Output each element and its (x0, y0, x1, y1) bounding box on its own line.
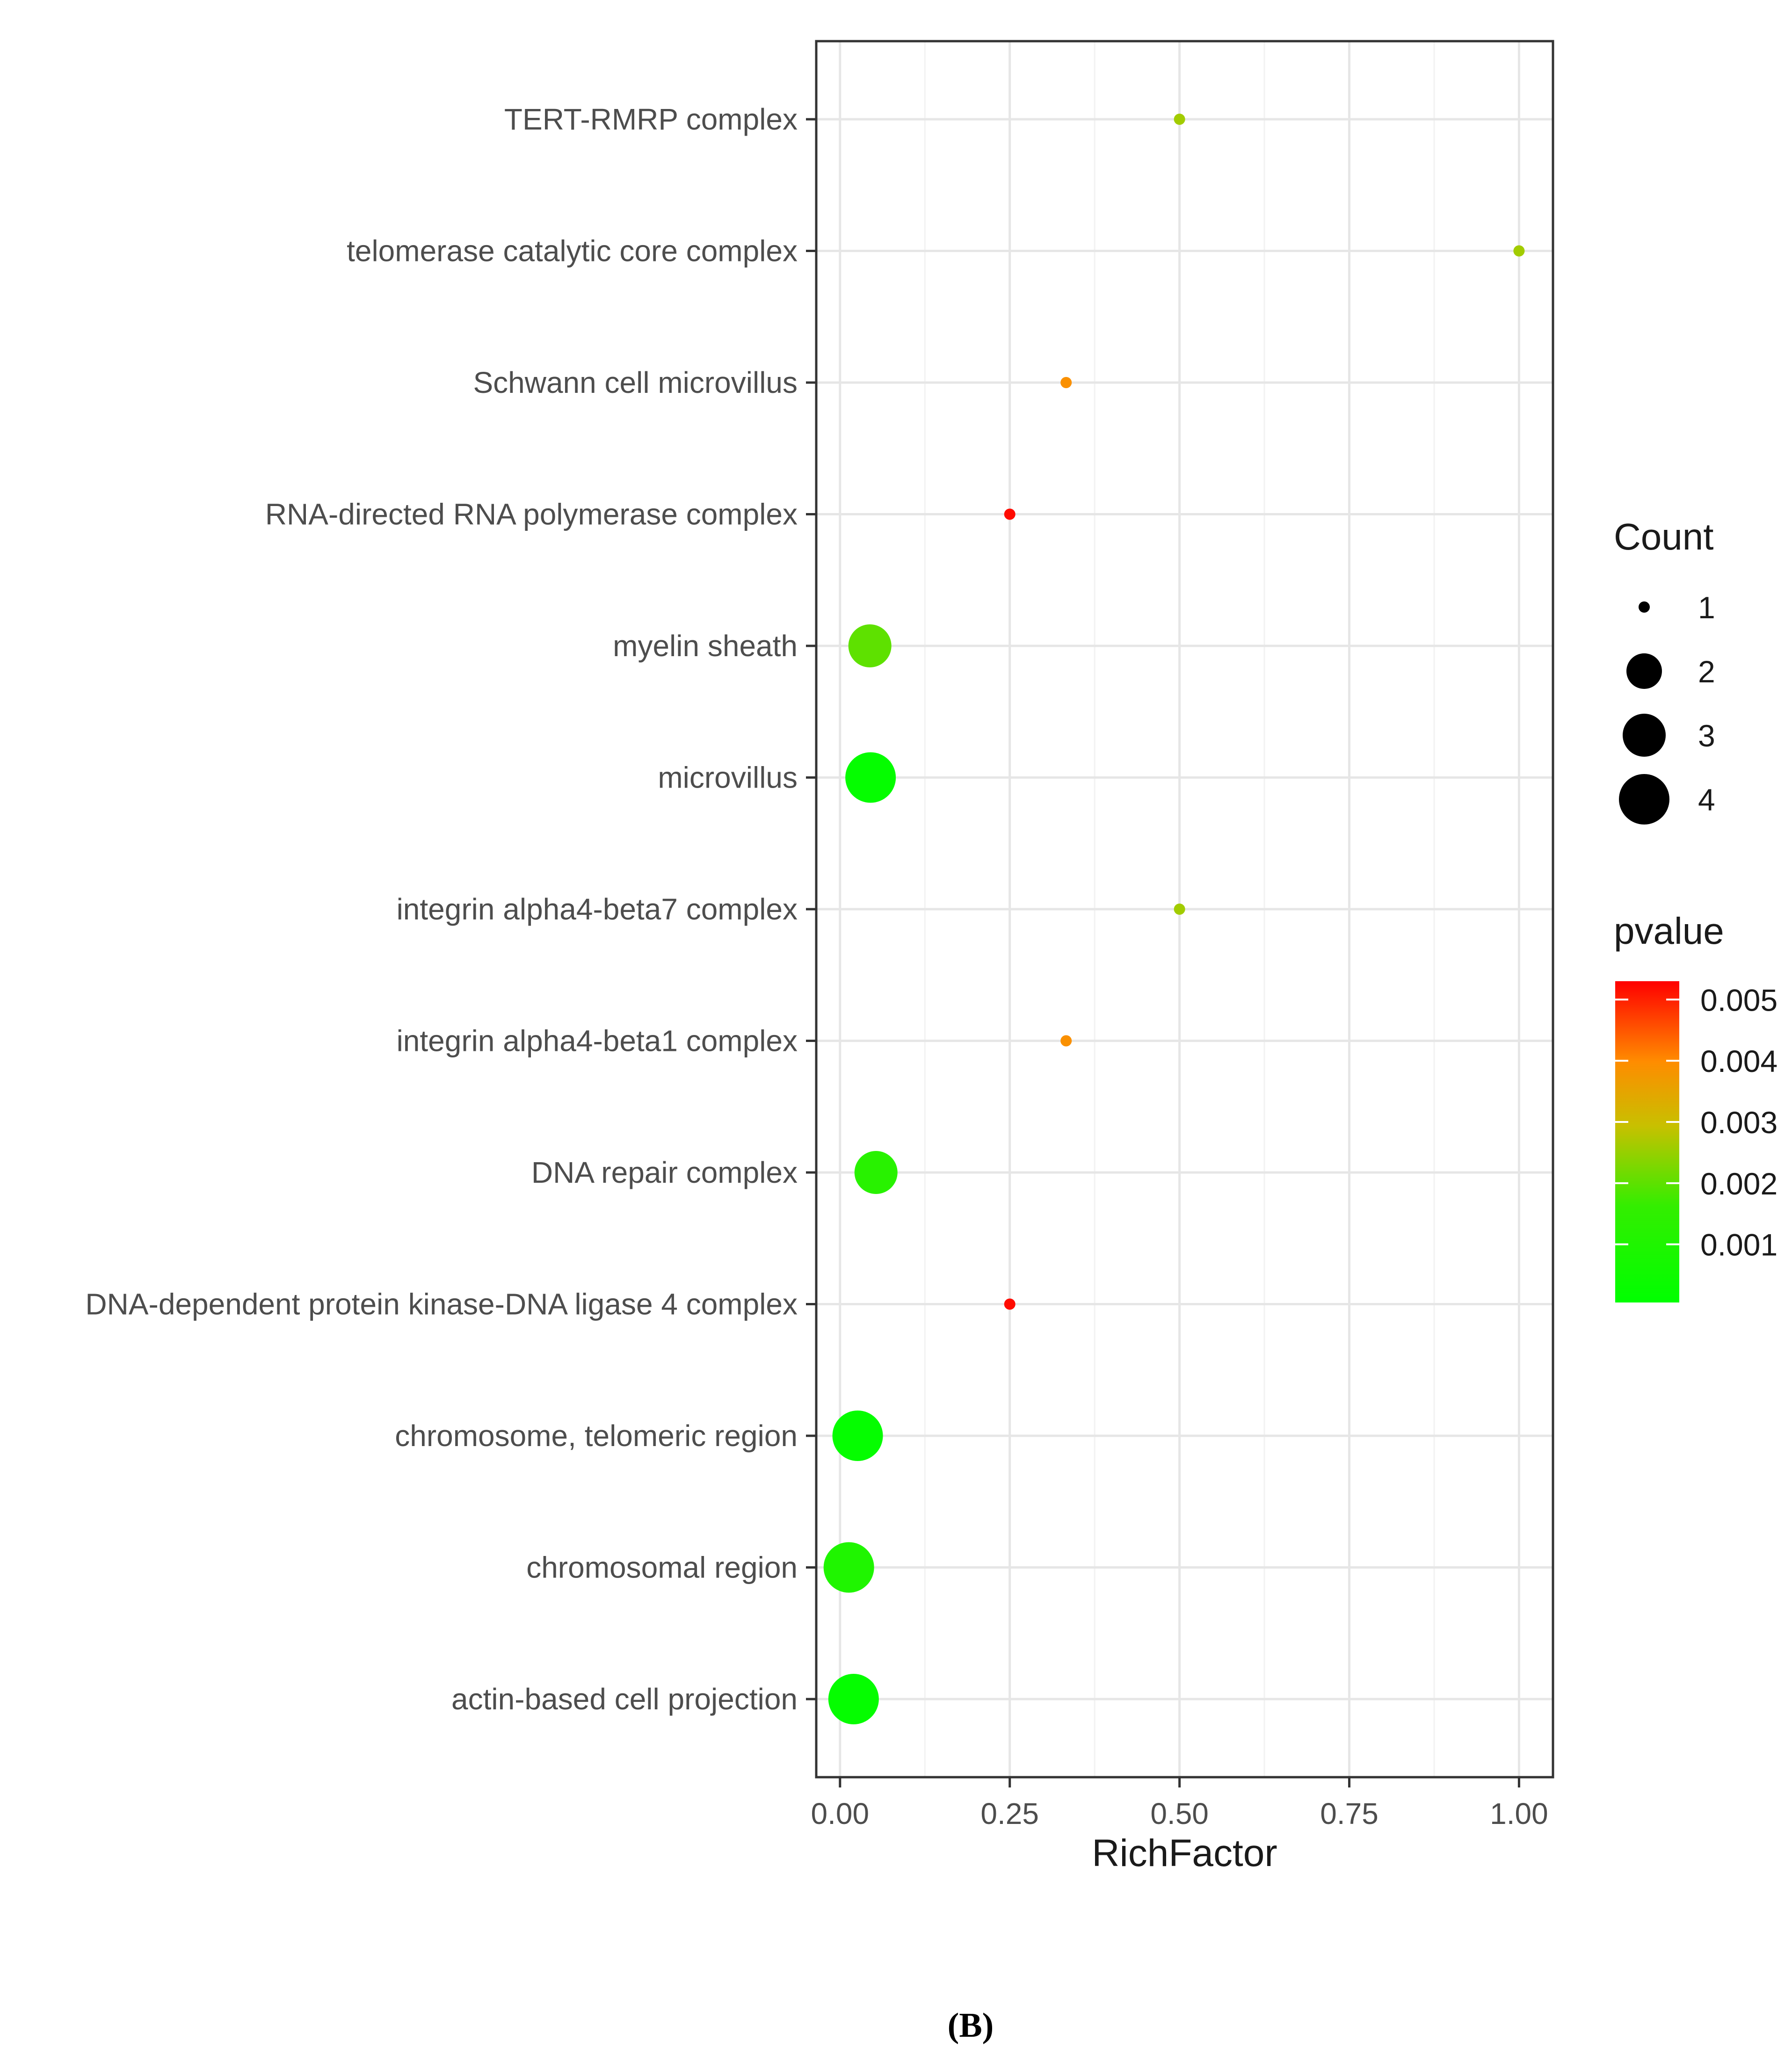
y-tick-label: DNA-dependent protein kinase-DNA ligase … (85, 1288, 798, 1321)
y-tick-label: DNA repair complex (531, 1156, 798, 1189)
data-point (823, 1542, 874, 1593)
count-legend-label: 1 (1698, 590, 1715, 625)
x-tick-label: 0.00 (811, 1797, 870, 1830)
data-point (832, 1411, 883, 1461)
y-axis: TERT-RMRP complex telomerase catalytic co… (85, 102, 816, 1716)
y-tick-label: integrin alpha4-beta7 complex (397, 892, 798, 926)
y-tick-label: Schwann cell microvillus (473, 366, 798, 399)
pvalue-legend-title: pvalue (1614, 910, 1724, 952)
data-point (1060, 1035, 1072, 1047)
y-tick-label: myelin sheath (613, 629, 798, 663)
pvalue-legend-label: 0.005 (1700, 983, 1777, 1017)
x-tick-label: 0.75 (1320, 1797, 1378, 1830)
count-legend-key (1623, 714, 1666, 757)
data-point (1060, 377, 1072, 388)
y-tick-label: chromosome, telomeric region (395, 1419, 798, 1453)
pvalue-legend-label: 0.002 (1700, 1166, 1777, 1201)
count-legend-label: 3 (1698, 718, 1715, 753)
pvalue-legend-label: 0.004 (1700, 1044, 1777, 1078)
y-tick-label: TERT-RMRP complex (504, 102, 798, 136)
data-point (1174, 904, 1185, 915)
y-tick-label: integrin alpha4-beta1 complex (397, 1024, 798, 1058)
data-points (823, 114, 1525, 1724)
y-tick-label: RNA-directed RNA polymerase complex (265, 498, 798, 531)
x-axis: 0.00 0.25 0.50 0.75 1.00 (811, 1777, 1548, 1830)
y-tick-label: telomerase catalytic core complex (347, 234, 798, 268)
data-point (848, 624, 892, 667)
count-legend: Count 1 2 3 4 (1614, 516, 1715, 825)
data-point (1174, 114, 1185, 125)
data-point (845, 752, 896, 803)
pvalue-legend-label: 0.001 (1700, 1228, 1777, 1262)
y-tick-label: actin-based cell projection (451, 1682, 798, 1716)
x-tick-label: 0.25 (980, 1797, 1039, 1830)
y-tick-label: chromosomal region (526, 1551, 798, 1584)
data-point (828, 1674, 879, 1724)
data-point (1004, 1298, 1016, 1310)
count-legend-label: 2 (1698, 654, 1715, 689)
count-legend-key (1619, 774, 1669, 825)
count-legend-label: 4 (1698, 782, 1715, 817)
data-point (1004, 508, 1016, 520)
data-point (854, 1151, 898, 1194)
count-legend-key (1626, 653, 1662, 689)
y-tick-label: microvillus (658, 761, 798, 795)
x-axis-title: RichFactor (1092, 1832, 1277, 1874)
data-point (1513, 245, 1525, 257)
count-legend-title: Count (1614, 516, 1713, 557)
pvalue-legend-label: 0.003 (1700, 1105, 1777, 1140)
pvalue-colorbar (1615, 981, 1679, 1302)
pvalue-legend: pvalue 0.005 0.004 0.003 0.002 0.001 (1614, 910, 1777, 1302)
plot-panel (815, 40, 1554, 1779)
panel-label: (B) (948, 2006, 994, 2045)
x-tick-label: 0.50 (1150, 1797, 1209, 1830)
count-legend-key (1639, 601, 1650, 613)
x-tick-label: 1.00 (1490, 1797, 1548, 1830)
